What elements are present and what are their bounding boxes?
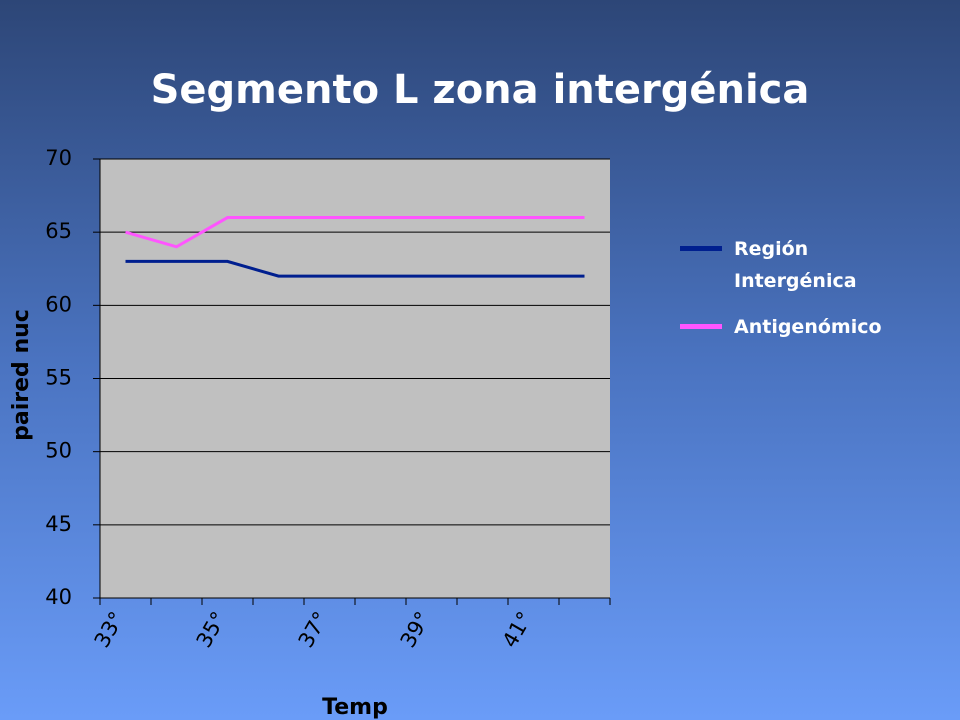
y-tick-label: 55: [45, 366, 72, 390]
x-tick-label: 37°: [294, 608, 333, 652]
y-tick-label: 65: [45, 219, 72, 243]
legend-swatch: [680, 324, 722, 329]
y-tick-label: 45: [45, 512, 72, 536]
y-tick-label: 40: [45, 585, 72, 609]
x-axis-label: Temp: [322, 695, 388, 720]
chart-title: Segmento L zona intergénica: [151, 67, 810, 113]
y-tick-label: 60: [45, 292, 72, 316]
legend-label: Región Intergénica: [734, 238, 857, 292]
x-tick-label: 39°: [396, 608, 435, 652]
y-tick-label: 50: [45, 439, 72, 463]
legend-swatch: [680, 246, 722, 251]
series-line: [125, 216, 585, 249]
y-axis-label: paired nuc: [9, 309, 34, 441]
y-tick-label: 70: [45, 146, 72, 170]
legend-label: Antigenómico: [734, 316, 882, 338]
x-tick-label: 33°: [90, 608, 129, 652]
legend-item: Región Intergénica: [680, 233, 864, 297]
series-line: [125, 259, 585, 278]
legend-item: Antigenómico: [680, 311, 904, 343]
x-tick-label: 35°: [192, 608, 231, 652]
x-tick-label: 41°: [498, 608, 537, 652]
